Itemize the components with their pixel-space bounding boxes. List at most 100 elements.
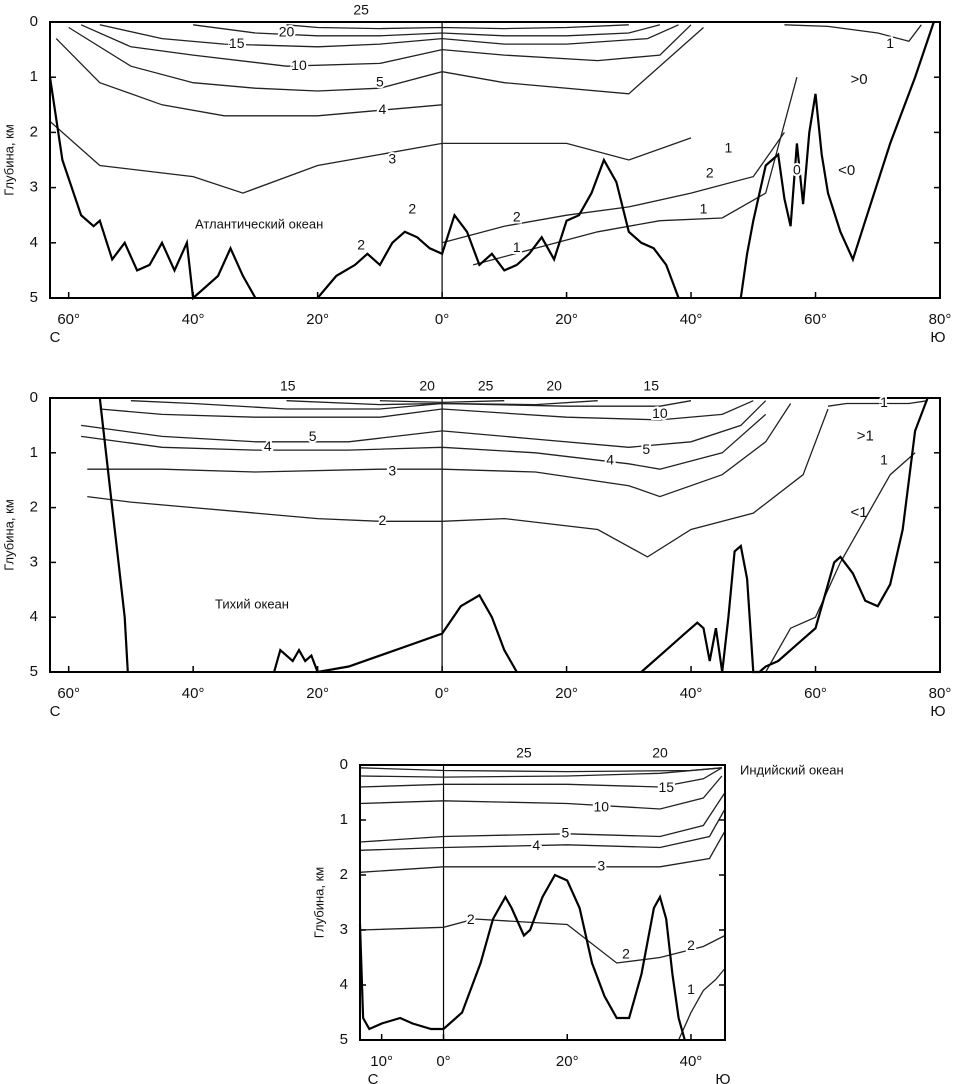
isotherm-label: 20 [546, 378, 562, 394]
isotherm-label: 2 [408, 200, 416, 216]
y-tick-label: 1 [30, 68, 38, 85]
y-tick-label: 0 [30, 13, 38, 30]
y-tick-label: 2 [30, 499, 38, 516]
y-axis-label: Глубина, км [311, 867, 326, 939]
isotherm [87, 403, 792, 498]
isotherm [359, 830, 726, 873]
x-tick-label: 60° [804, 311, 827, 328]
isotherm-label: 25 [478, 378, 494, 394]
isotherm-label: 2 [622, 945, 630, 961]
isotherm-label: 1 [513, 239, 521, 255]
isotherm-label: 20 [652, 745, 668, 761]
isotherm [193, 24, 661, 37]
direction-north: С [50, 329, 61, 346]
isotherm [99, 400, 754, 421]
y-tick-label: 5 [30, 289, 38, 306]
y-tick-label: 3 [30, 179, 38, 196]
y-tick-label: 1 [340, 811, 348, 828]
isotherm [87, 408, 829, 558]
x-tick-label: 60° [804, 685, 827, 702]
isotherm [359, 808, 726, 851]
y-tick-label: 5 [340, 1031, 348, 1048]
region-label: <0 [838, 162, 855, 179]
panel: 0 1 2 3 4 5 10° 0° 20° 40° С Ю Глубина, км Индийский … [311, 743, 844, 1084]
region-label: >0 [851, 71, 868, 88]
isotherm-label: 20 [279, 24, 295, 40]
isotherm-label: 2 [706, 165, 714, 181]
x-tick-label: 10° [370, 1053, 393, 1070]
isotherm-label: 15 [280, 378, 296, 394]
x-tick-label: 20° [555, 685, 578, 702]
isotherm-label: 10 [291, 57, 307, 73]
isotherm [784, 24, 922, 43]
isotherm-label: 2 [378, 512, 386, 528]
ocean-name: Атлантический океан [195, 216, 323, 231]
isotherm-label: 2 [357, 236, 365, 252]
isotherm-label: 15 [643, 378, 659, 394]
isotherm-label: 4 [264, 438, 272, 454]
y-tick-label: 0 [30, 389, 38, 406]
x-tick-label: 20° [555, 311, 578, 328]
isotherm-label: 1 [700, 200, 708, 216]
isotherm [49, 120, 692, 194]
x-tick-label: 80° [929, 685, 952, 702]
isotherm-label: 3 [597, 857, 605, 873]
isotherm-label: 5 [376, 73, 384, 89]
isotherm-label: 2 [687, 937, 695, 953]
isotherm [359, 767, 722, 778]
direction-south: Ю [715, 1071, 730, 1084]
x-tick-label: 0° [435, 685, 449, 702]
sea-floor [98, 397, 929, 674]
ocean-name: Индийский океан [740, 762, 844, 777]
y-axis-label: Глубина, км [1, 124, 16, 196]
y-tick-label: 2 [30, 123, 38, 140]
x-tick-label: 40° [680, 311, 703, 328]
isotherm-label: 10 [652, 405, 668, 421]
plot-frame [49, 21, 941, 299]
x-tick-label: 20° [556, 1053, 579, 1070]
isotherm-label: 15 [229, 35, 245, 51]
direction-south: Ю [930, 329, 945, 346]
direction-north: С [50, 703, 61, 720]
isotherm [81, 400, 767, 448]
region-label: <1 [851, 504, 868, 521]
x-tick-label: 0° [435, 311, 449, 328]
y-tick-label: 4 [30, 608, 38, 625]
x-tick-label: 80° [929, 311, 952, 328]
y-tick-label: 1 [30, 444, 38, 461]
y-axis-label: Глубина, км [1, 499, 16, 571]
x-tick-label: 40° [680, 685, 703, 702]
isotherm-label: 0 [793, 162, 801, 178]
isotherm [359, 767, 723, 788]
isotherm-label: 15 [658, 779, 674, 795]
direction-south: Ю [930, 703, 945, 720]
isotherm-label: 10 [593, 799, 609, 815]
isotherm [379, 400, 505, 404]
x-tick-label: 0° [436, 1053, 450, 1070]
sea-floor [48, 21, 935, 301]
y-tick-label: 0 [340, 756, 348, 773]
y-tick-label: 3 [340, 921, 348, 938]
isotherm-label: 2 [467, 911, 475, 927]
x-tick-label: 60° [57, 311, 80, 328]
isotherm-label: 1 [724, 140, 732, 156]
isotherm [81, 413, 767, 470]
isotherm-label: 2 [513, 209, 521, 225]
x-tick-label: 60° [57, 685, 80, 702]
isotherm-label: 5 [642, 441, 650, 457]
isotherm-label: 4 [378, 101, 386, 117]
isotherm-label: 20 [419, 378, 435, 394]
x-tick-label: 40° [680, 1053, 703, 1070]
x-tick-label: 40° [182, 685, 205, 702]
isotherm [765, 452, 916, 673]
x-tick-label: 20° [306, 685, 329, 702]
plot-frame [49, 397, 941, 673]
x-tick-label: 20° [306, 311, 329, 328]
isotherm [359, 918, 726, 964]
y-tick-label: 2 [340, 866, 348, 883]
isotherm-label: 25 [353, 2, 369, 18]
